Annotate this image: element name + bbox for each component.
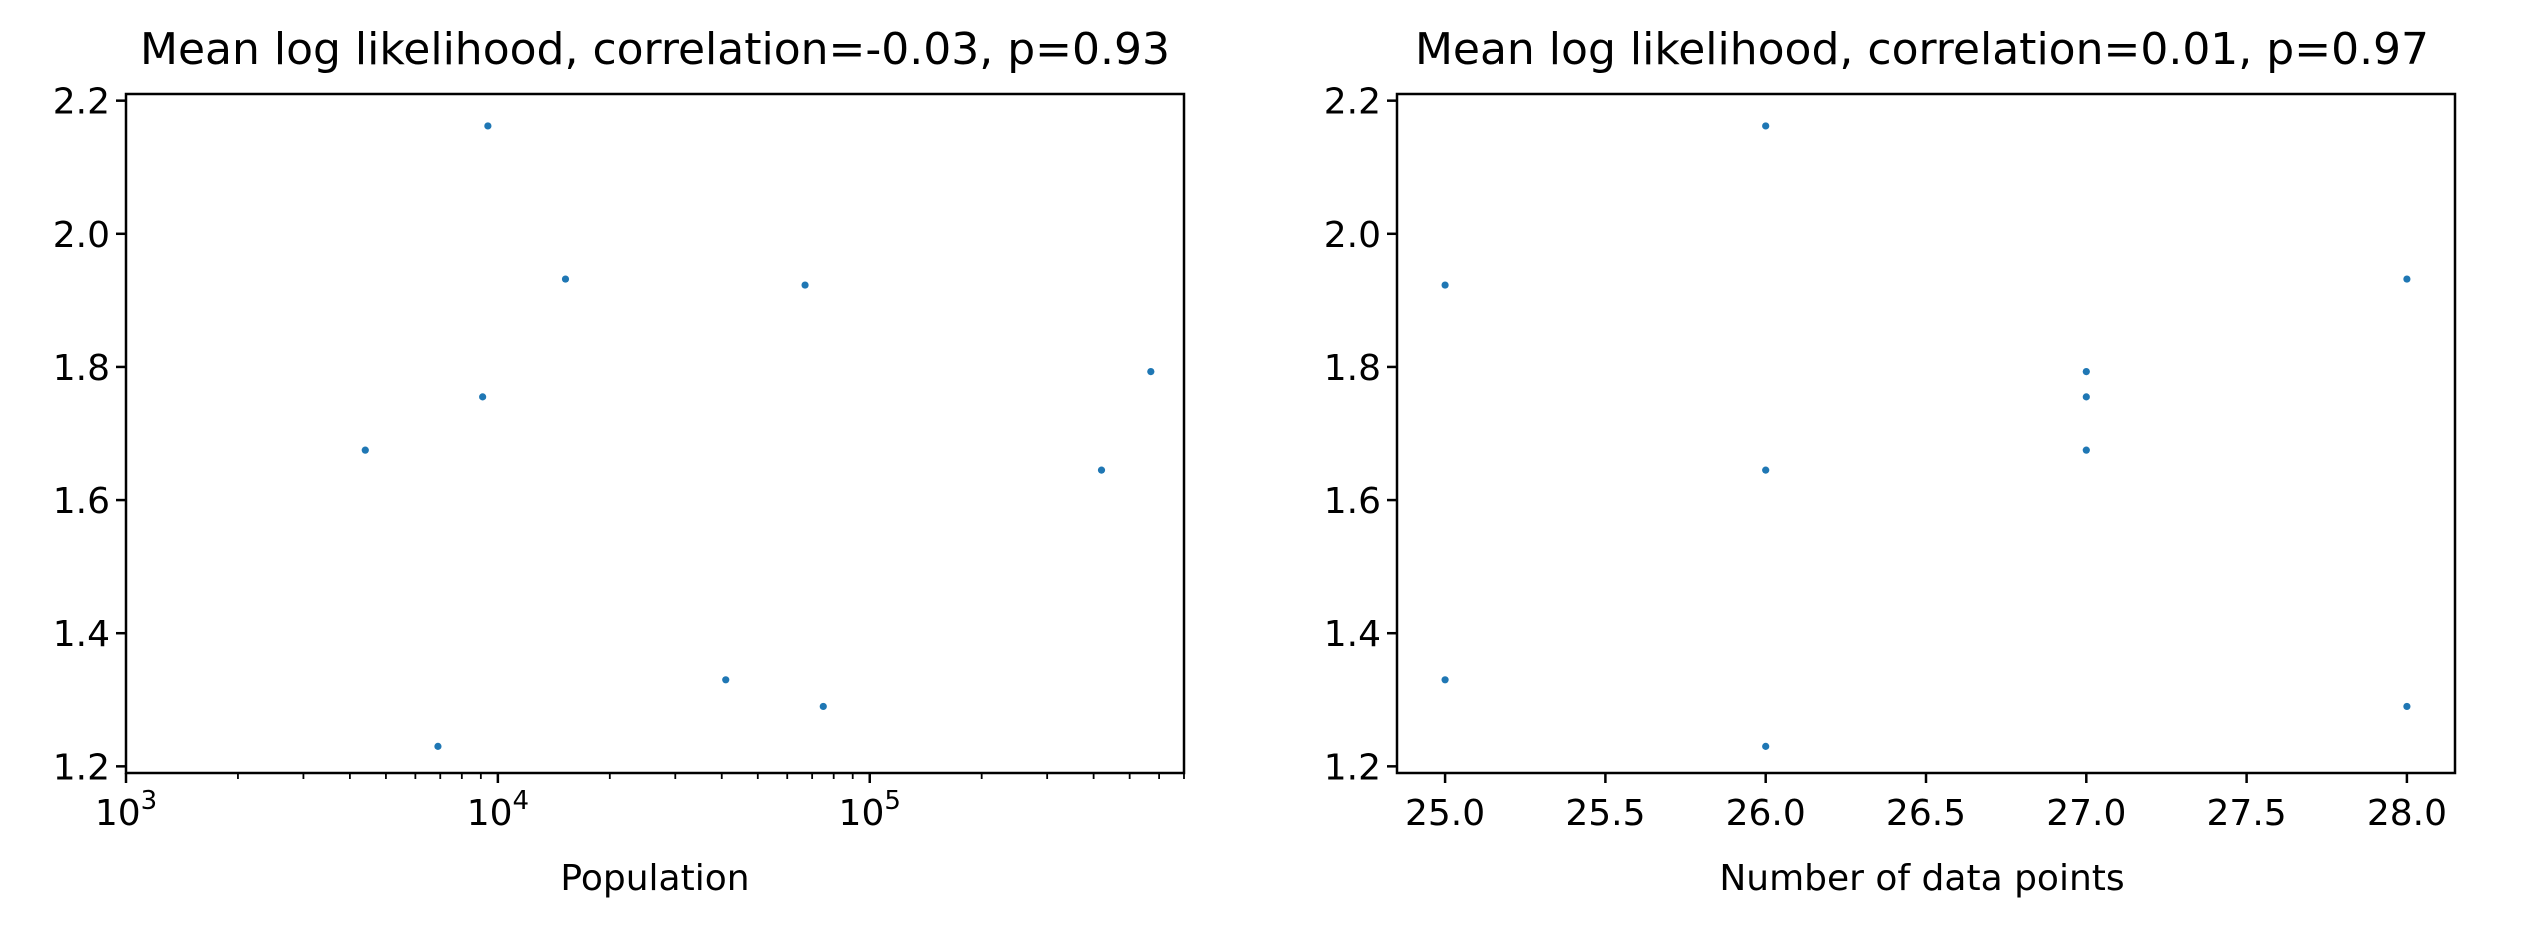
y-tick-label: 1.4 xyxy=(53,614,110,655)
x-tick-label: 28.0 xyxy=(2367,793,2447,834)
data-point xyxy=(2403,702,2411,711)
panel-population: Mean log likelihood, correlation=-0.03, … xyxy=(53,24,1186,899)
data-point xyxy=(2082,446,2090,454)
data-point xyxy=(1762,742,1770,750)
panel-data-points: Mean log likelihood, correlation=0.01, p… xyxy=(1324,24,2457,899)
x-tick-label: 27.5 xyxy=(2207,793,2287,834)
data-point xyxy=(1097,466,1106,474)
y-tick-label: 1.8 xyxy=(53,348,110,389)
data-point xyxy=(2403,275,2411,283)
x-axis-label: Population xyxy=(560,858,749,899)
plot-frame xyxy=(1395,92,2457,775)
plot-frame xyxy=(124,92,1186,775)
x-tick-label: 25.5 xyxy=(1565,793,1645,834)
data-point xyxy=(801,281,809,289)
x-tick-base: 10 xyxy=(95,793,141,834)
data-point xyxy=(1441,281,1449,289)
x-tick-label: 26.5 xyxy=(1886,793,1966,834)
x-tick-exponent: 3 xyxy=(141,786,158,816)
data-point xyxy=(1147,367,1155,376)
data-point xyxy=(484,122,492,130)
x-tick-label: 26.0 xyxy=(1726,793,1806,834)
data-point xyxy=(1762,466,1770,474)
y-tick-label: 1.2 xyxy=(53,747,110,788)
x-tick-label: 103 xyxy=(95,786,157,834)
y-tick-label: 1.6 xyxy=(53,481,110,522)
x-tick-base: 10 xyxy=(839,793,885,834)
data-point xyxy=(819,702,827,711)
y-tick-label: 2.0 xyxy=(1324,215,1381,256)
x-tick-label: 25.0 xyxy=(1405,793,1485,834)
data-point xyxy=(361,446,369,454)
data-point xyxy=(479,393,487,401)
data-point xyxy=(561,275,570,283)
chart-title: Mean log likelihood, correlation=-0.03, … xyxy=(140,24,1170,75)
y-tick-label: 1.4 xyxy=(1324,614,1381,655)
chart-title: Mean log likelihood, correlation=0.01, p… xyxy=(1415,24,2429,75)
y-tick-label: 1.8 xyxy=(1324,348,1381,389)
data-point xyxy=(434,742,442,750)
data-point xyxy=(1441,676,1449,684)
y-tick-label: 2.2 xyxy=(1324,82,1381,123)
data-point xyxy=(2082,367,2090,376)
x-tick-base: 10 xyxy=(467,793,513,834)
x-tick-exponent: 5 xyxy=(884,786,901,816)
x-tick-exponent: 4 xyxy=(513,786,530,816)
y-tick-label: 1.2 xyxy=(1324,747,1381,788)
y-tick-label: 1.6 xyxy=(1324,481,1381,522)
data-point xyxy=(1762,122,1770,130)
x-axis-label: Number of data points xyxy=(1719,858,2124,899)
data-point xyxy=(722,676,730,684)
y-tick-label: 2.0 xyxy=(53,215,110,256)
data-point xyxy=(2082,393,2090,401)
marks-layer: 1.2 1.4 1.6 1.8 2.0 2.2 25.0 25.5 26.0 26.5 27.0 27… xyxy=(1324,82,2447,834)
y-tick-label: 2.2 xyxy=(53,82,110,123)
x-tick-label: 105 xyxy=(839,786,901,834)
x-tick-label: 27.0 xyxy=(2046,793,2126,834)
x-tick-label: 104 xyxy=(467,786,529,834)
